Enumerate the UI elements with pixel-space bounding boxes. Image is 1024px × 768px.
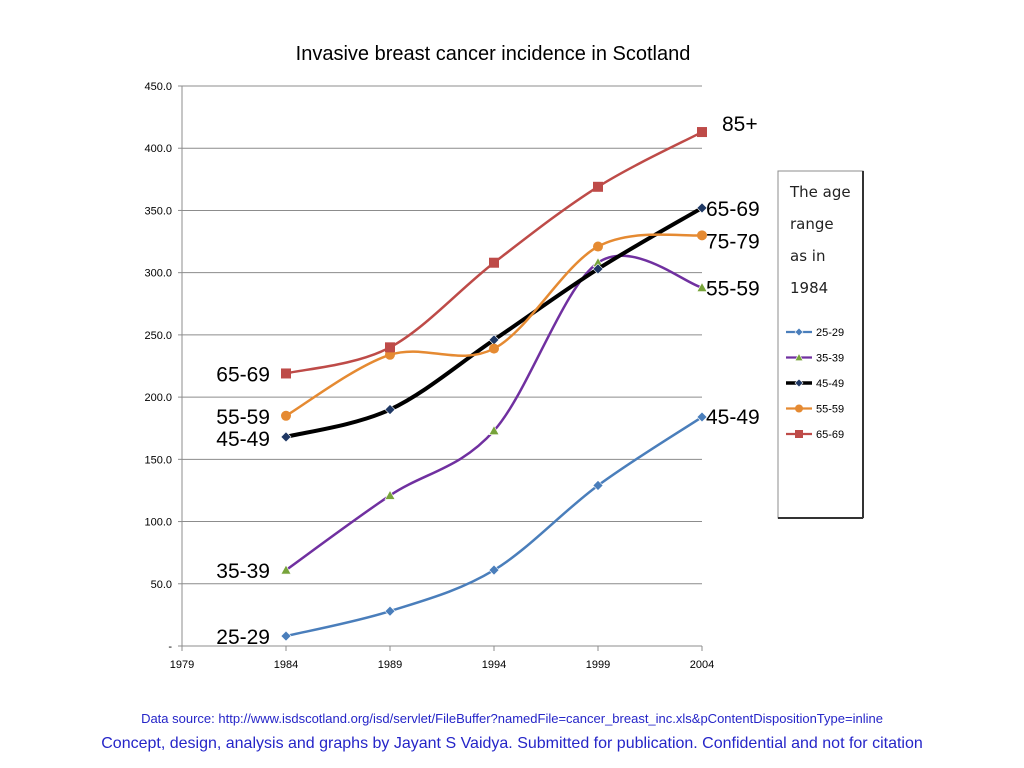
- annotation-label: 25-29: [216, 626, 270, 649]
- series-65-69: [281, 127, 707, 379]
- data-point: [488, 564, 500, 576]
- legend-marker: [794, 352, 804, 362]
- gridlines: [182, 85, 702, 585]
- data-point: [384, 605, 396, 617]
- y-tick-label: 200.0: [144, 392, 172, 404]
- x-tick-label: 1979: [170, 659, 194, 671]
- annotation-label: 65-69: [216, 363, 270, 386]
- y-tick-label: 100.0: [144, 517, 172, 529]
- series-line: [285, 206, 704, 439]
- data-point: [281, 410, 291, 421]
- series-55-59: [281, 230, 707, 421]
- annotation-label: 75-79: [706, 230, 760, 253]
- legend-label: 55-59: [816, 404, 844, 416]
- y-tick-label: 250.0: [144, 330, 172, 342]
- series-line: [285, 254, 703, 572]
- legend-note-line: range: [790, 215, 834, 233]
- x-tick-label: 1999: [586, 659, 610, 671]
- data-point: [489, 343, 499, 354]
- y-tick-label: 50.0: [151, 579, 172, 591]
- legend: The age range as in 1984 25-29 35-39 45-49 55-5…: [777, 170, 864, 519]
- x-tick-label: 1989: [378, 659, 402, 671]
- legend-label: 25-29: [816, 327, 844, 339]
- annotation-label: 55-59: [706, 278, 760, 301]
- series-25-29: [280, 411, 708, 642]
- legend-marker: [794, 378, 804, 388]
- y-tick-label: 400.0: [144, 143, 172, 155]
- annotation-label: 85+: [722, 113, 758, 136]
- data-point: [696, 411, 708, 423]
- legend-marker: [795, 430, 803, 438]
- legend-note-line: as in: [790, 247, 825, 265]
- series-35-39: [280, 254, 708, 575]
- data-point: [280, 431, 292, 443]
- chart-title: Invasive breast cancer incidence in Scot…: [296, 43, 691, 65]
- annotation-label: 45-49: [706, 406, 760, 429]
- data-point: [280, 564, 292, 575]
- legend-label: 45-49: [816, 378, 844, 390]
- y-tick-label: -: [168, 641, 172, 653]
- data-point: [593, 241, 603, 252]
- legend-label: 35-39: [816, 353, 844, 365]
- legend-marker: [795, 404, 803, 413]
- data-point: [697, 230, 707, 241]
- x-tick-label: 1984: [274, 659, 298, 671]
- credit-note: Concept, design, analysis and graphs by …: [101, 735, 923, 752]
- y-tick-label: 450.0: [144, 81, 172, 93]
- data-point: [280, 630, 292, 642]
- line-annotations: 65-6955-5945-4935-3925-2985+65-6975-7955…: [216, 113, 759, 649]
- data-point: [696, 202, 708, 214]
- data-point: [384, 489, 396, 500]
- data-point: [592, 480, 604, 491]
- series-line: [285, 415, 703, 638]
- legend-note-line: The age: [789, 183, 851, 201]
- annotation-label: 35-39: [216, 560, 270, 583]
- y-tick-label: 300.0: [144, 268, 172, 280]
- data-point: [488, 425, 500, 436]
- data-point: [489, 257, 499, 268]
- data-point: [593, 181, 603, 192]
- y-tick-label: 350.0: [144, 205, 172, 217]
- data-point: [697, 127, 707, 138]
- axes: - 50.0 100.0 150.0 200.0 250.0 300.0 350.0 400.0…: [144, 81, 714, 671]
- legend-note-line: 1984: [790, 279, 828, 297]
- legend-label: 65-69: [816, 429, 844, 441]
- annotation-label: 45-49: [216, 428, 270, 451]
- data-source-note: Data source: http://www.isdscotland.org/…: [141, 711, 883, 726]
- annotation-label: 55-59: [216, 406, 270, 429]
- x-tick-label: 1994: [482, 659, 506, 671]
- series-lines: [280, 127, 708, 642]
- x-tick-label: 2004: [690, 659, 714, 671]
- annotation-label: 65-69: [706, 198, 760, 221]
- series-45-49: [280, 202, 708, 443]
- data-point: [696, 281, 708, 292]
- data-point: [281, 368, 291, 379]
- legend-box: [777, 170, 864, 519]
- data-point: [384, 404, 396, 415]
- y-tick-label: 150.0: [144, 454, 172, 466]
- legend-marker: [794, 327, 804, 337]
- data-point: [385, 342, 395, 353]
- data-point: [592, 263, 604, 275]
